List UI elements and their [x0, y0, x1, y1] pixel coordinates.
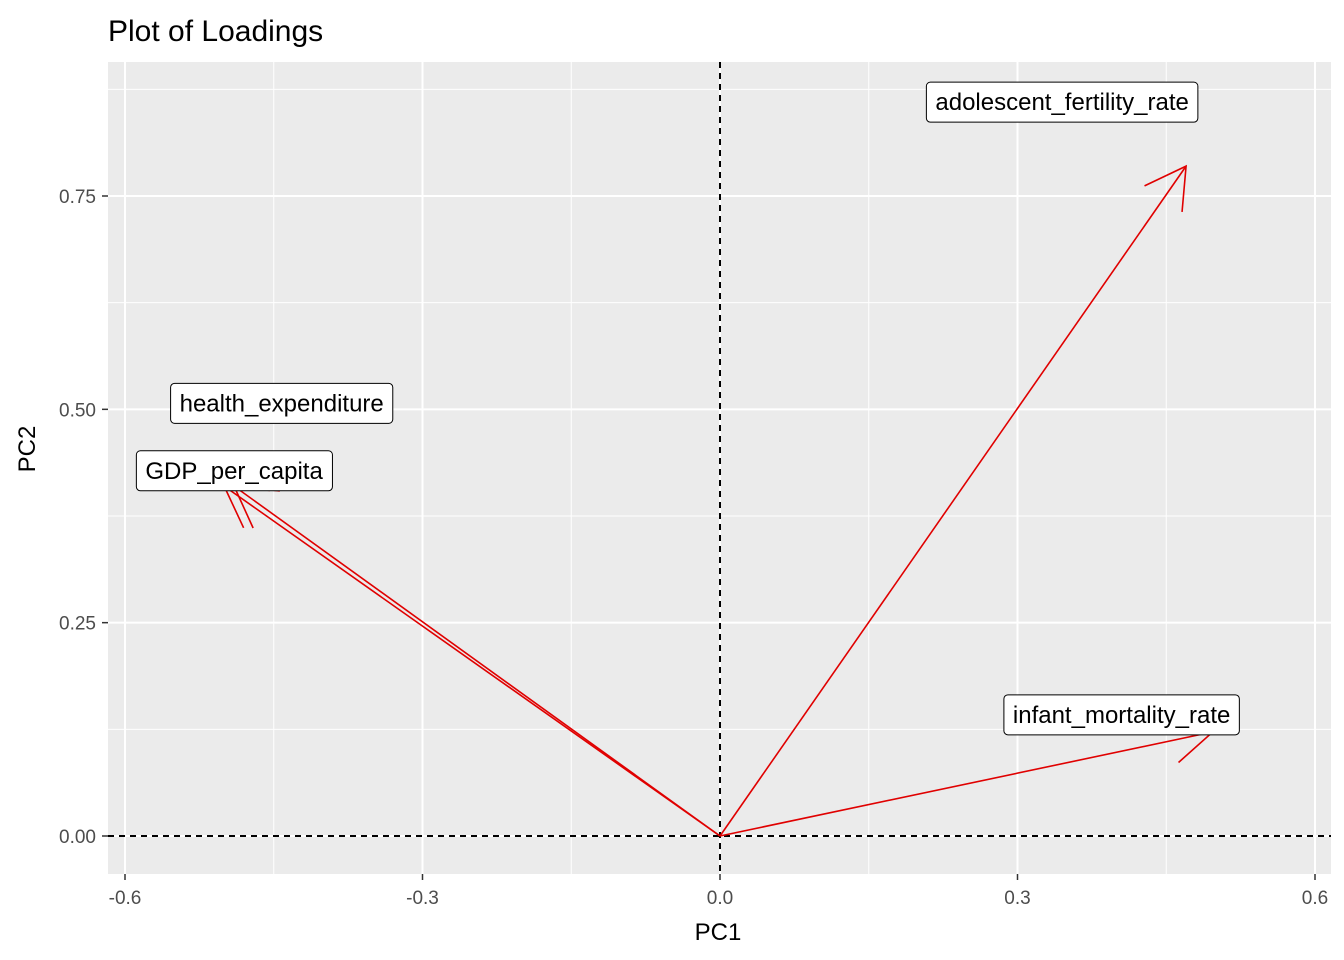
y-tick-label: 0.00: [59, 827, 96, 848]
x-axis-title: PC1: [695, 919, 742, 946]
arrow-shaft: [223, 485, 721, 837]
y-axis-title: PC2: [14, 426, 41, 473]
chart-title: Plot of Loadings: [108, 15, 323, 48]
y-tick-label: 0.50: [59, 400, 96, 421]
loading-label-health_expenditure: health_expenditure: [170, 382, 394, 424]
label-box: [925, 81, 1199, 123]
label-box: [1003, 694, 1240, 736]
x-tick-label: -0.6: [109, 888, 142, 909]
loading-label-adolescent_fertility_rate: adolescent_fertility_rate: [925, 81, 1199, 123]
reference-lines: [108, 62, 1331, 874]
loading-label-infant_mortality_rate: infant_mortality_rate: [1003, 694, 1240, 736]
x-tick-label: -0.3: [406, 888, 439, 909]
label-text: GDP_per_capita: [145, 458, 323, 485]
y-tick-label: 0.75: [59, 187, 96, 208]
loading-arrow-adolescent_fertility_rate: [719, 164, 1188, 837]
label-box: [170, 382, 394, 424]
x-tick-label: 0.0: [707, 888, 733, 909]
y-tick-label: 0.25: [59, 614, 96, 635]
label-box: [135, 450, 333, 492]
label-text: infant_mortality_rate: [1013, 702, 1230, 729]
arrow-shaft: [233, 485, 721, 837]
loading-label-GDP_per_capita: GDP_per_capita: [135, 450, 333, 492]
x-tick-label: 0.3: [1004, 888, 1030, 909]
loading-labels: adolescent_fertility_rate infant_mortalit…: [135, 81, 1240, 736]
arrow-head: [1144, 164, 1188, 213]
arrow-shaft: [719, 731, 1214, 837]
label-text: adolescent_fertility_rate: [935, 89, 1188, 116]
arrow-shaft: [719, 165, 1187, 837]
x-axis-ticks: -0.6 -0.3 0.0 0.3 0.6: [109, 874, 1328, 909]
x-tick-label: 0.6: [1302, 888, 1328, 909]
label-text: health_expenditure: [180, 390, 384, 417]
y-axis-ticks: 0.00 0.25 0.50 0.75: [59, 187, 108, 848]
